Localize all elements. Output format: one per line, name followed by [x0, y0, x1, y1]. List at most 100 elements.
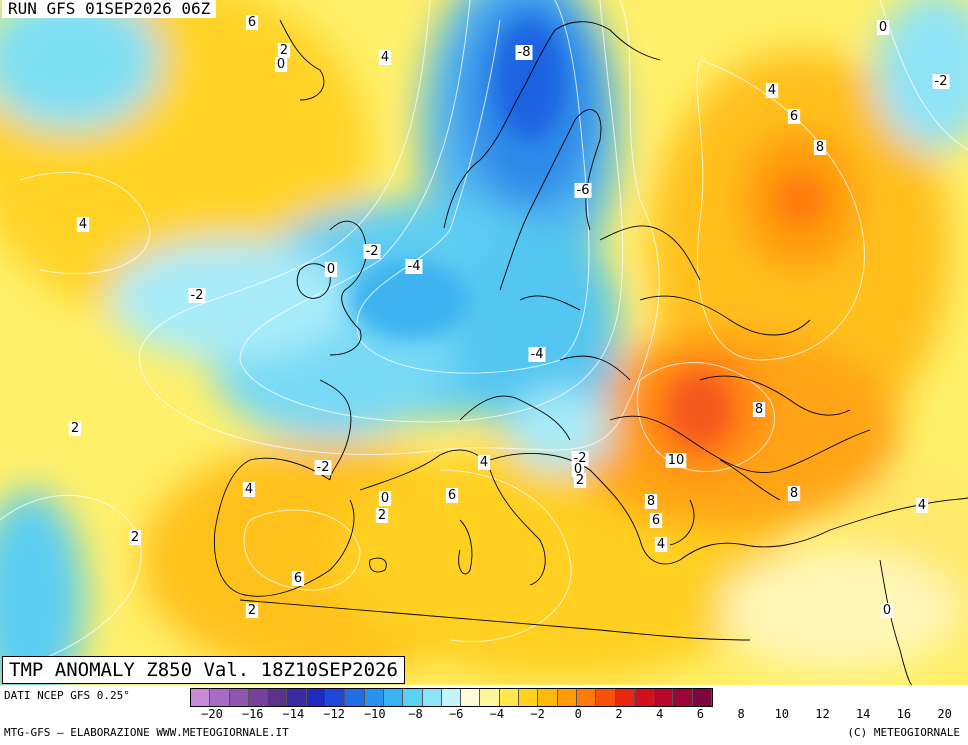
contour-label: 10	[668, 453, 685, 468]
colorbar-swatch	[461, 689, 481, 706]
contour-label: 2	[280, 43, 288, 58]
contour-label: 0	[381, 491, 389, 506]
colorbar-swatch	[441, 689, 462, 706]
contour-label-bg	[813, 140, 827, 155]
colorbar-swatch	[634, 689, 655, 706]
contour-label-bg	[363, 244, 381, 259]
colorbar-swatch	[364, 689, 384, 706]
contour-label: 8	[816, 140, 824, 155]
colorbar-tick-label: 14	[855, 707, 871, 721]
contour-label: 4	[245, 482, 253, 497]
contour-label: 4	[480, 455, 488, 470]
anomaly-map: -8 -6 -4 -4 -2 -2 -2 -2 -2 0 0 0 0 0 0 2…	[0, 0, 968, 685]
contour-label: 6	[652, 513, 660, 528]
contour-label-bg	[765, 83, 779, 98]
contour-label: -4	[531, 347, 544, 362]
contour-label: -2	[191, 288, 204, 303]
contour-label-bg	[573, 473, 587, 488]
contour-label: 6	[248, 15, 256, 30]
colorbar-swatch	[576, 689, 597, 706]
run-label: RUN GFS 01SEP2026 06Z	[2, 0, 217, 18]
contour-label: 4	[79, 217, 87, 232]
colorbar-tick-label: 8	[737, 707, 745, 721]
credit-left: MTG-GFS — ELABORAZIONE WWW.METEOGIORNALE…	[4, 726, 289, 739]
contour-label-bg	[405, 259, 423, 274]
colorbar-tick-label: −4	[489, 707, 505, 721]
colorbar-tick-label: −16	[241, 707, 264, 721]
contour-label: 0	[879, 20, 887, 35]
contour-label-bg	[188, 288, 206, 303]
contour-label-bg	[915, 498, 929, 513]
contour-label: 2	[576, 473, 584, 488]
colorbar-swatch	[210, 689, 230, 706]
colorbar-tick-label: −8	[408, 707, 423, 721]
colorbar-tick-label: 2	[615, 707, 623, 721]
colorbar-swatch	[229, 689, 249, 706]
contour-label-bg	[787, 486, 801, 501]
contour-label-bg	[665, 453, 687, 468]
colorbar-swatch	[615, 689, 635, 706]
contour-label-bg	[375, 508, 389, 523]
data-source: DATI NCEP GFS 0.25°	[4, 689, 130, 702]
contour-label: 4	[381, 50, 389, 65]
colorbar-tick-label: 12	[815, 707, 830, 721]
contour-label: 6	[448, 488, 456, 503]
contour-label: 0	[327, 262, 335, 277]
map-title: TMP ANOMALY Z850 Val. 18Z10SEP2026	[2, 656, 405, 684]
contour-label-bg	[76, 217, 90, 232]
colorbar-tick-label: 10	[774, 707, 790, 721]
colorbar-swatch	[248, 689, 269, 706]
contour-label-bg	[378, 50, 392, 65]
contour-label-bg	[876, 20, 890, 35]
colorbar-tick-label: 0	[574, 707, 582, 721]
colorbar-swatch	[268, 689, 288, 706]
contour-label-bg	[880, 603, 894, 618]
contour-label: -2	[366, 244, 379, 259]
contour-label: 6	[294, 571, 302, 586]
colorbar-swatch	[596, 689, 616, 706]
colorbar	[190, 688, 714, 707]
contour-label: 2	[378, 508, 386, 523]
contour-label: -6	[577, 183, 590, 198]
contour-label: -8	[518, 45, 531, 60]
colorbar-tick-label: 4	[656, 707, 664, 721]
colorbar-tick-label: −14	[282, 707, 305, 721]
colorbar-swatch	[538, 689, 558, 706]
contour-label: -4	[408, 259, 421, 274]
contour-label: 2	[131, 530, 139, 545]
contour-label: 0	[883, 603, 891, 618]
contour-label: 6	[790, 109, 798, 124]
contour-label: 0	[574, 462, 582, 477]
colorbar-swatch	[499, 689, 520, 706]
contour-label-bg	[274, 57, 288, 72]
contour-label-bg	[515, 45, 533, 60]
contour-label: 8	[790, 486, 798, 501]
contour-label: 0	[277, 57, 285, 72]
colorbar-tick-label: −20	[201, 707, 223, 721]
colorbar-swatch	[673, 689, 693, 706]
colorbar-tick-label: −10	[363, 707, 386, 721]
contour-label: -2	[317, 460, 330, 475]
contour-label-bg	[649, 513, 663, 528]
colorbar-tick-label: 16	[896, 707, 912, 721]
contour-label-bg	[654, 537, 668, 552]
colorbar-swatch	[306, 689, 327, 706]
contour-label-bg	[378, 491, 392, 506]
colorbar-swatch	[326, 689, 346, 706]
contour-label-bg	[445, 488, 459, 503]
contour-label-bg	[644, 494, 658, 509]
colorbar-tick-label: 20	[937, 707, 952, 721]
colorbar-tick-label: 6	[696, 707, 705, 721]
contour-label-bg	[574, 183, 592, 198]
contour-label-bg	[242, 482, 256, 497]
contour-label: 4	[657, 537, 665, 552]
contour-label-bg	[528, 347, 546, 362]
contour-label: 8	[755, 402, 763, 417]
contour-label-bg	[752, 402, 766, 417]
contour-label: 2	[71, 421, 79, 436]
colorbar-swatch	[654, 689, 674, 706]
colorbar-tick-label: −2	[530, 707, 545, 721]
colorbar-tick-label: −6	[448, 707, 464, 721]
contour-label-bg	[314, 460, 332, 475]
